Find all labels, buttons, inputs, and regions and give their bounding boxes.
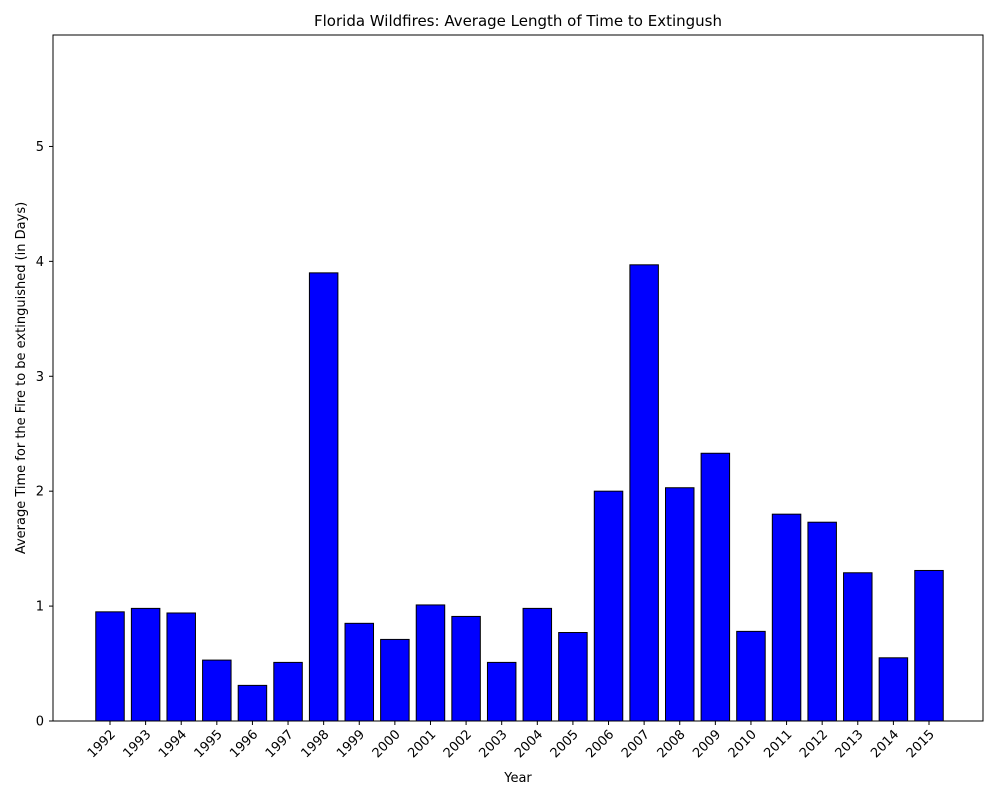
bar-2014 — [878, 657, 909, 722]
x-tick-label: 1993 — [120, 727, 154, 761]
x-tick-label: 2011 — [761, 727, 795, 761]
chart-title: Florida Wildfires: Average Length of Tim… — [314, 12, 722, 30]
y-tick-label: 0 — [36, 715, 44, 730]
bars-group — [95, 264, 944, 722]
bar-1995 — [202, 659, 232, 722]
bar-2012 — [807, 521, 837, 722]
y-axis-ticks: 0 1 2 3 4 5 — [36, 140, 53, 730]
bar-2002 — [451, 615, 481, 722]
bar-2007 — [629, 264, 659, 722]
x-tick-label: 2002 — [441, 727, 475, 761]
x-tick-label: 2014 — [868, 727, 902, 761]
x-tick-label: 2001 — [405, 727, 439, 761]
x-axis-ticks: 1992 1993 1994 1995 1996 1997 1998 1999 2000 2001… — [85, 721, 938, 761]
bar-2004 — [522, 607, 553, 722]
x-tick-label: 2005 — [548, 727, 582, 761]
x-tick-label: 2009 — [690, 727, 724, 761]
bar-1997 — [273, 661, 303, 722]
x-tick-label: 2007 — [619, 727, 653, 761]
x-tick-label: 1992 — [85, 727, 119, 761]
bar-2005 — [558, 632, 588, 722]
x-tick-label: 2012 — [797, 727, 831, 761]
bar-1999 — [344, 622, 375, 722]
bar-2010 — [736, 630, 766, 722]
y-tick-label: 4 — [36, 255, 44, 270]
bar-2008 — [665, 487, 695, 722]
y-tick-label: 5 — [36, 140, 44, 155]
bar-2000 — [380, 638, 410, 722]
x-tick-label: 2008 — [655, 727, 689, 761]
x-tick-label: 2003 — [477, 727, 511, 761]
x-tick-label: 1995 — [192, 727, 226, 761]
x-tick-label: 2015 — [904, 727, 938, 761]
x-tick-label: 2006 — [583, 727, 617, 761]
x-tick-label: 2000 — [370, 727, 404, 761]
y-axis-label: Average Time for the Fire to be extingui… — [14, 202, 29, 554]
x-tick-label: 2013 — [833, 727, 867, 761]
bar-2006 — [593, 490, 624, 722]
y-tick-label: 1 — [36, 600, 44, 615]
bar-1994 — [166, 612, 196, 722]
bar-1998 — [308, 272, 339, 722]
y-tick-label: 3 — [36, 370, 44, 385]
bar-2003 — [486, 661, 517, 722]
x-tick-label: 2004 — [512, 727, 546, 761]
bar-1996 — [237, 684, 268, 722]
bar-2011 — [771, 513, 802, 722]
y-tick-label: 2 — [36, 485, 44, 500]
x-tick-label: 1999 — [334, 727, 368, 761]
x-tick-label: 1994 — [156, 727, 190, 761]
bar-2013 — [843, 572, 873, 722]
bar-2015 — [914, 569, 944, 722]
bar-1992 — [95, 611, 125, 722]
x-tick-label: 1997 — [263, 727, 297, 761]
bar-2009 — [700, 452, 731, 722]
bar-2001 — [415, 604, 446, 722]
bar-1993 — [130, 607, 161, 722]
x-tick-label: 2010 — [726, 727, 760, 761]
x-tick-label: 1996 — [227, 727, 261, 761]
x-axis-label: Year — [503, 771, 532, 786]
x-tick-label: 1998 — [298, 727, 332, 761]
